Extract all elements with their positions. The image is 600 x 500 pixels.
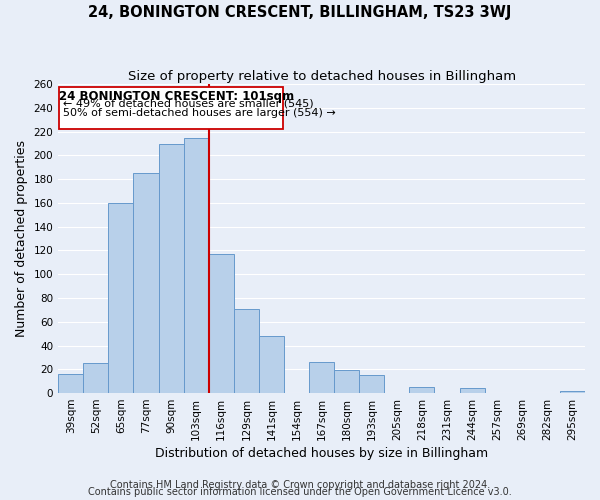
Bar xyxy=(109,203,133,393)
Bar xyxy=(409,387,434,393)
Bar xyxy=(133,174,158,393)
Bar xyxy=(334,370,359,393)
Text: ← 49% of detached houses are smaller (545): ← 49% of detached houses are smaller (54… xyxy=(63,98,314,108)
Bar xyxy=(184,138,209,393)
Text: 24 BONINGTON CRESCENT: 101sqm: 24 BONINGTON CRESCENT: 101sqm xyxy=(59,90,293,103)
Text: Contains public sector information licensed under the Open Government Licence v3: Contains public sector information licen… xyxy=(88,487,512,497)
Bar xyxy=(58,374,83,393)
Text: 24, BONINGTON CRESCENT, BILLINGHAM, TS23 3WJ: 24, BONINGTON CRESCENT, BILLINGHAM, TS23… xyxy=(88,5,512,20)
FancyBboxPatch shape xyxy=(59,86,283,130)
Bar xyxy=(560,390,585,393)
Bar xyxy=(309,362,334,393)
X-axis label: Distribution of detached houses by size in Billingham: Distribution of detached houses by size … xyxy=(155,447,488,460)
Text: Contains HM Land Registry data © Crown copyright and database right 2024.: Contains HM Land Registry data © Crown c… xyxy=(110,480,490,490)
Y-axis label: Number of detached properties: Number of detached properties xyxy=(15,140,28,337)
Bar xyxy=(359,375,385,393)
Title: Size of property relative to detached houses in Billingham: Size of property relative to detached ho… xyxy=(128,70,515,83)
Bar xyxy=(83,364,109,393)
Bar xyxy=(234,308,259,393)
Bar xyxy=(158,144,184,393)
Bar xyxy=(209,254,234,393)
Bar xyxy=(460,388,485,393)
Text: 50% of semi-detached houses are larger (554) →: 50% of semi-detached houses are larger (… xyxy=(63,108,336,118)
Bar xyxy=(259,336,284,393)
